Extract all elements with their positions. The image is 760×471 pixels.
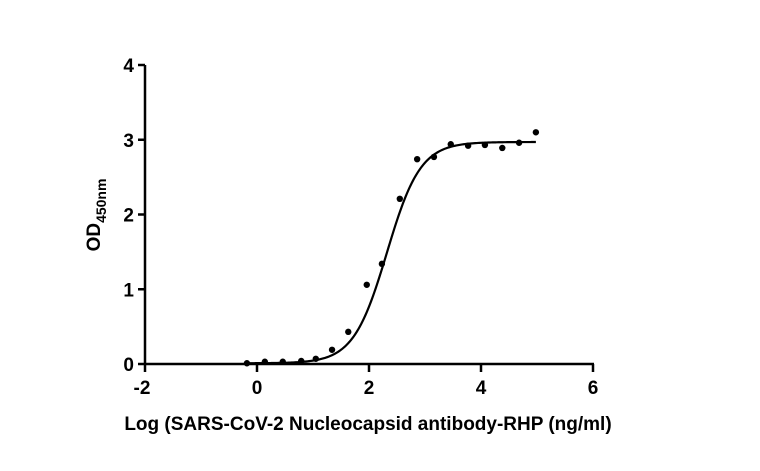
y-tick-label: 1: [123, 280, 134, 301]
y-axis: 0 1 2 3 4: [123, 56, 147, 376]
data-point: [499, 144, 506, 152]
y-axis-title: OD450nm: [84, 179, 109, 252]
data-point: [396, 195, 403, 203]
data-point: [312, 355, 319, 362]
data-point: [464, 142, 472, 149]
data-point: [447, 141, 454, 148]
y-axis-title-subscript: 450nm: [93, 179, 109, 223]
data-points: [243, 129, 540, 367]
data-point: [430, 153, 438, 161]
data-point: [532, 129, 540, 136]
x-axis-title: Log (SARS-CoV-2 Nucleocapsid antibody-RH…: [124, 414, 611, 435]
data-point: [298, 357, 305, 365]
data-point: [515, 139, 523, 146]
y-tick-label: 4: [123, 56, 134, 77]
x-axis: -2 0 2 4 6: [134, 362, 599, 399]
data-point: [413, 155, 421, 163]
data-point: [328, 346, 336, 353]
y-tick-label: 0: [123, 355, 134, 376]
data-point: [345, 328, 352, 336]
data-point: [363, 281, 370, 288]
fit-curve: [246, 140, 536, 365]
x-tick-label: -2: [134, 378, 151, 399]
x-tick-label: 0: [252, 378, 263, 399]
y-tick-label: 3: [123, 131, 134, 152]
x-tick-label: 6: [588, 378, 599, 399]
data-point: [481, 141, 489, 149]
y-axis-title-main: OD: [84, 223, 105, 252]
data-point: [378, 260, 386, 268]
x-tick-label: 4: [476, 378, 487, 399]
x-tick-label: 2: [364, 378, 375, 399]
fit-line: [246, 140, 536, 365]
y-tick-label: 2: [123, 206, 134, 227]
